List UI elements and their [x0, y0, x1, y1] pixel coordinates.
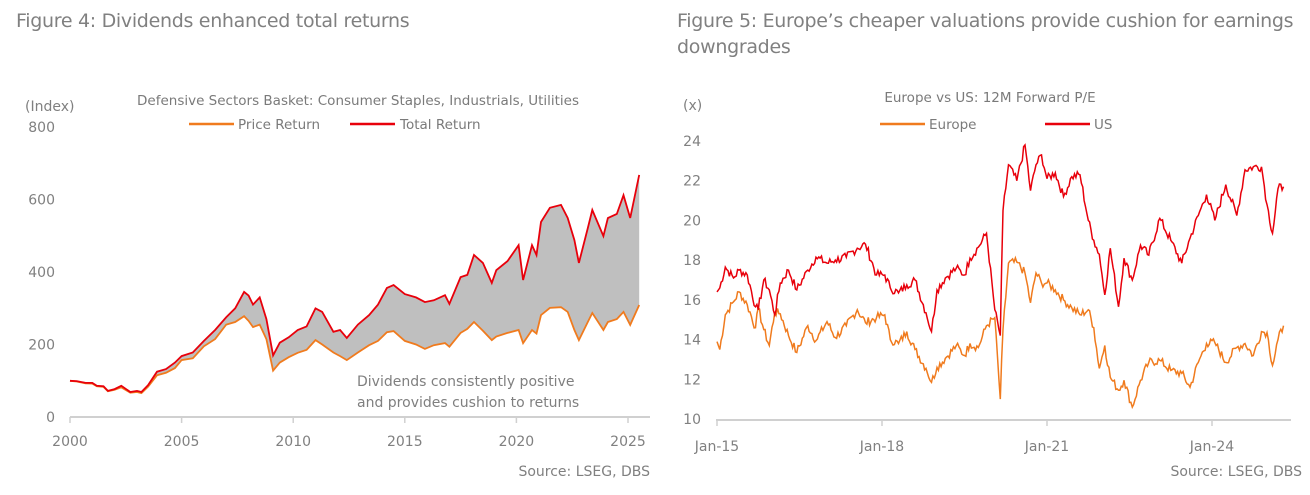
y-tick-label: 12	[683, 372, 701, 388]
x-tick-label: 2005	[164, 434, 200, 450]
x-tick-label: Jan-21	[1024, 439, 1069, 455]
europe-pe-line	[716, 255, 1285, 410]
y-tick-label: 22	[683, 174, 701, 190]
annotation-line-1: Dividends consistently positive	[357, 374, 574, 390]
y-tick-label: 16	[683, 293, 701, 309]
y-tick-label: 14	[683, 333, 701, 349]
legend-label-us: US	[1094, 117, 1112, 133]
y-tick-label: 0	[46, 410, 55, 426]
y-tick-label: 200	[28, 338, 55, 354]
price-return-line	[69, 304, 641, 395]
x-tick-label: Jan-24	[1189, 439, 1235, 455]
x-tick-label: 2020	[499, 434, 535, 450]
legend-label-price-return: Price Return	[238, 117, 320, 133]
x-tick-label: Jan-15	[694, 439, 739, 455]
y-tick-label: 20	[683, 213, 701, 229]
figure-5-title: Figure 5: Europe’s cheaper valuations pr…	[677, 10, 1294, 58]
us-pe-line	[716, 143, 1285, 336]
x-tick-label: 2010	[275, 434, 311, 450]
chart-subtitle: Defensive Sectors Basket: Consumer Stapl…	[137, 93, 579, 109]
y-tick-label: 400	[28, 265, 55, 281]
y-tick-label: 800	[28, 120, 55, 136]
y-axis-unit-label: (x)	[683, 98, 702, 114]
y-tick-label: 18	[683, 253, 701, 269]
figure-4-title: Figure 4: Dividends enhanced total retur…	[16, 10, 410, 32]
legend-label-total-return: Total Return	[399, 117, 481, 133]
x-tick-label: Jan-18	[859, 439, 904, 455]
dividend-cushion-area	[70, 174, 640, 394]
legend-label-europe: Europe	[929, 117, 976, 133]
y-tick-label: 10	[683, 412, 701, 428]
source-note: Source: LSEG, DBS	[1170, 464, 1302, 480]
y-tick-label: 24	[683, 134, 701, 150]
source-note: Source: LSEG, DBS	[518, 464, 650, 480]
annotation-line-2: and provides cushion to returns	[357, 395, 579, 411]
x-tick-label: 2015	[387, 434, 423, 450]
legend: Price Return Total Return	[189, 117, 481, 133]
chart-subtitle: Europe vs US: 12M Forward P/E	[884, 90, 1095, 106]
dividends-chart: (Index) Defensive Sectors Basket: Consum…	[25, 93, 650, 450]
y-tick-label: 600	[28, 193, 55, 209]
legend: Europe US	[880, 117, 1112, 133]
y-axis-unit-label: (Index)	[25, 99, 74, 115]
x-tick-label: 2025	[610, 434, 646, 450]
total-return-line	[69, 174, 641, 393]
x-tick-label: 2000	[52, 434, 88, 450]
